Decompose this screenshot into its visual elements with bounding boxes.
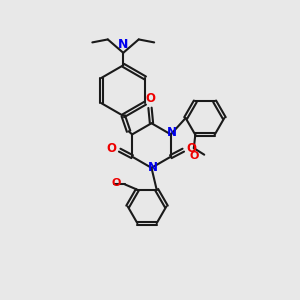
Text: O: O: [107, 142, 117, 155]
Text: O: O: [145, 92, 155, 105]
Text: N: N: [148, 161, 158, 174]
Text: N: N: [167, 126, 177, 140]
Text: O: O: [186, 142, 196, 155]
Text: N: N: [118, 38, 128, 51]
Text: O: O: [189, 151, 199, 161]
Text: O: O: [112, 178, 121, 188]
